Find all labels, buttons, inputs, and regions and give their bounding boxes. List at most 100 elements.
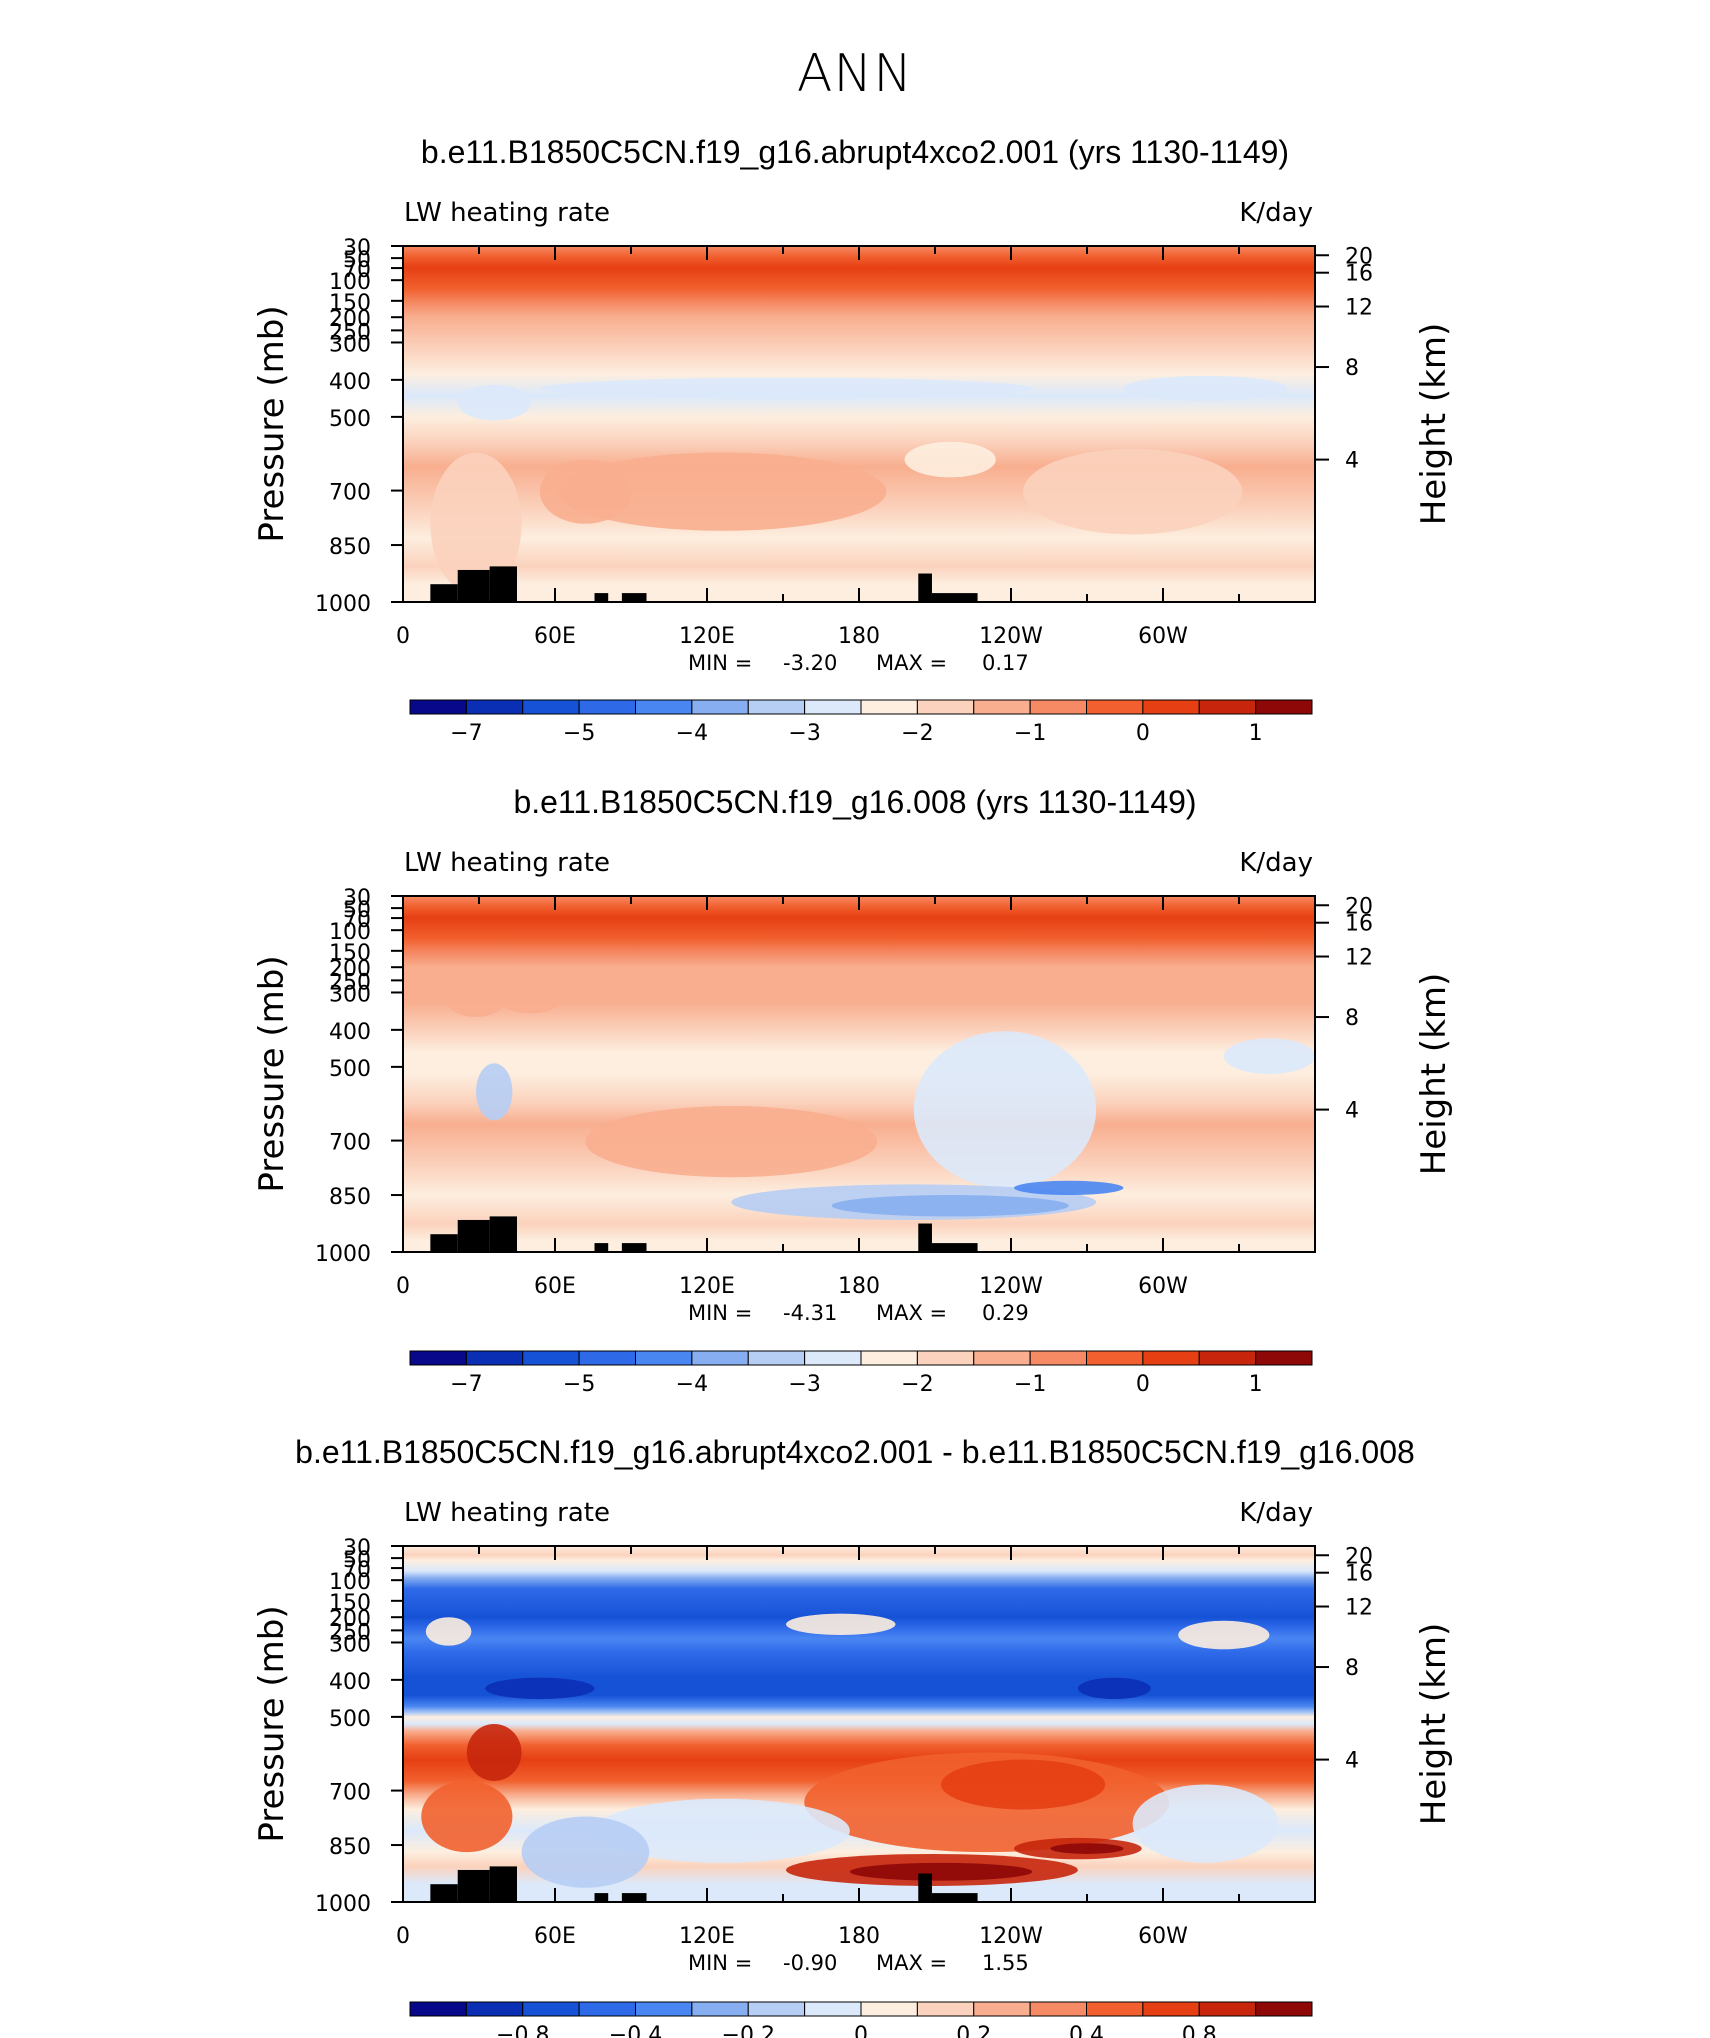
x-tick-label: 120W bbox=[979, 1924, 1043, 1949]
colorbar-swatch bbox=[860, 1350, 918, 1366]
colorbar-swatch bbox=[916, 2001, 975, 2017]
terrain-bar bbox=[594, 1893, 609, 1902]
y-tick-label: 150 bbox=[329, 1591, 371, 1616]
contour-region bbox=[1077, 1677, 1151, 1700]
contour-region bbox=[521, 1816, 650, 1888]
colorbar-swatch bbox=[578, 699, 636, 715]
plot-area bbox=[403, 896, 1315, 1252]
contour-region bbox=[786, 1853, 1078, 1886]
colorbar-swatch bbox=[1198, 699, 1257, 715]
contour-region bbox=[539, 377, 1033, 400]
height-tick-label: 16 bbox=[1345, 1562, 1373, 1587]
y-tick-label: 850 bbox=[329, 535, 371, 560]
terrain-bar bbox=[931, 593, 978, 602]
colorbar-swatch bbox=[973, 1350, 1031, 1366]
colorbar-swatch bbox=[747, 1350, 806, 1366]
colorbar-label: −1 bbox=[1014, 1372, 1046, 1397]
x-tick-label: 120E bbox=[679, 1274, 735, 1299]
y-tick-label: 70 bbox=[343, 258, 371, 283]
plot-frame bbox=[402, 895, 1316, 1253]
colorbar: −7 −5 −4 −3 −2 −1 0 1 bbox=[409, 1350, 1313, 1397]
max-label: MAX = bbox=[876, 1301, 947, 1325]
colorbar-swatch bbox=[1029, 1350, 1087, 1366]
y-axis-label-right: Height (km) bbox=[1414, 1623, 1454, 1826]
y-axis-label: Pressure (mb) bbox=[252, 955, 292, 1192]
colorbar-label: −1 bbox=[1014, 721, 1046, 746]
x-tick-label: 120W bbox=[979, 1274, 1043, 1299]
height-tick-label: 16 bbox=[1345, 912, 1373, 937]
y-tick-label: 700 bbox=[329, 481, 371, 506]
colorbar-swatch bbox=[635, 699, 693, 715]
terrain-bar bbox=[430, 1234, 458, 1252]
min-label: MIN = bbox=[688, 1951, 752, 1975]
contour-region bbox=[594, 1798, 850, 1863]
colorbar-swatch bbox=[973, 699, 1031, 715]
y-tick-label: 700 bbox=[329, 1781, 371, 1806]
colorbar-label: −0.4 bbox=[609, 2023, 662, 2038]
colorbar-label: −3 bbox=[788, 1372, 820, 1397]
colorbar-label: −5 bbox=[563, 1372, 595, 1397]
colorbar-swatch bbox=[522, 699, 580, 715]
colorbar-swatch bbox=[1255, 1350, 1313, 1366]
y-tick-label: 50 bbox=[343, 248, 371, 273]
contour-region bbox=[731, 1184, 1097, 1220]
x-tick-label: 0 bbox=[396, 1274, 410, 1299]
y-tick-label: 850 bbox=[329, 1185, 371, 1210]
y-tick-label: 250 bbox=[329, 320, 371, 345]
y-axis-label-right: Height (km) bbox=[1414, 973, 1454, 1176]
max-value: 1.55 bbox=[982, 1951, 1029, 1975]
y-axis-label: Pressure (mb) bbox=[252, 305, 292, 542]
y-axis-label-right: Height (km) bbox=[1414, 323, 1454, 526]
colorbar-swatch bbox=[465, 1350, 524, 1366]
colorbar-swatch bbox=[804, 1350, 862, 1366]
x-tick-label: 180 bbox=[838, 1924, 880, 1949]
contour-region bbox=[425, 1617, 472, 1646]
max-value: 0.17 bbox=[982, 651, 1029, 675]
contour-region bbox=[1132, 1784, 1279, 1863]
colorbar-swatch bbox=[1086, 699, 1144, 715]
colorbar-label: 0 bbox=[1136, 1372, 1150, 1397]
colorbar-swatch bbox=[635, 1350, 693, 1366]
y-tick-label: 100 bbox=[329, 1570, 371, 1595]
min-label: MIN = bbox=[688, 1301, 752, 1325]
y-tick-label: 500 bbox=[329, 407, 371, 432]
colorbar-swatch bbox=[916, 1350, 975, 1366]
panel-1-title: b.e11.B1850C5CN.f19_g16.abrupt4xco2.001 … bbox=[420, 134, 1290, 170]
contour-region bbox=[558, 452, 887, 531]
colorbar-swatch bbox=[747, 2001, 806, 2017]
contour-region bbox=[786, 1613, 896, 1635]
colorbar-swatch bbox=[860, 699, 918, 715]
height-tick-label: 20 bbox=[1345, 244, 1373, 269]
y-tick-label: 50 bbox=[343, 898, 371, 923]
x-tick-label: 60E bbox=[534, 1924, 576, 1949]
contour-region bbox=[1123, 375, 1288, 401]
terrain-bar bbox=[621, 1243, 647, 1252]
colorbar-swatch bbox=[1029, 699, 1087, 715]
y-tick-label: 500 bbox=[329, 1707, 371, 1732]
height-tick-label: 20 bbox=[1345, 1544, 1373, 1569]
colorbar-swatch bbox=[1255, 2001, 1313, 2017]
contour-region bbox=[904, 441, 996, 478]
contour-region bbox=[831, 1195, 1069, 1217]
y-tick-label: 250 bbox=[329, 1620, 371, 1645]
colorbar-swatch bbox=[578, 1350, 636, 1366]
colorbar-label: −4 bbox=[676, 721, 708, 746]
colorbar-swatch bbox=[1029, 2001, 1087, 2017]
colorbar-swatch bbox=[860, 2001, 918, 2017]
x-tick-label: 120E bbox=[679, 624, 735, 649]
terrain-bar bbox=[430, 1884, 458, 1902]
y-tick-label: 200 bbox=[329, 957, 371, 982]
min-label: MIN = bbox=[688, 651, 752, 675]
contour-region bbox=[1223, 1038, 1315, 1074]
y-tick-label: 300 bbox=[329, 1632, 371, 1657]
terrain-bar bbox=[931, 1243, 978, 1252]
colorbar-swatch bbox=[1198, 1350, 1257, 1366]
height-tick-label: 4 bbox=[1345, 1099, 1359, 1124]
terrain-bar bbox=[457, 1219, 490, 1252]
panel-3-title: b.e11.B1850C5CN.f19_g16.abrupt4xco2.001 … bbox=[295, 1434, 1415, 1470]
units-label: K/day bbox=[1239, 198, 1313, 228]
colorbar-swatch bbox=[409, 1350, 467, 1366]
units-label: K/day bbox=[1239, 848, 1313, 878]
contour-region bbox=[849, 1862, 1033, 1881]
colorbar-swatch bbox=[973, 2001, 1031, 2017]
